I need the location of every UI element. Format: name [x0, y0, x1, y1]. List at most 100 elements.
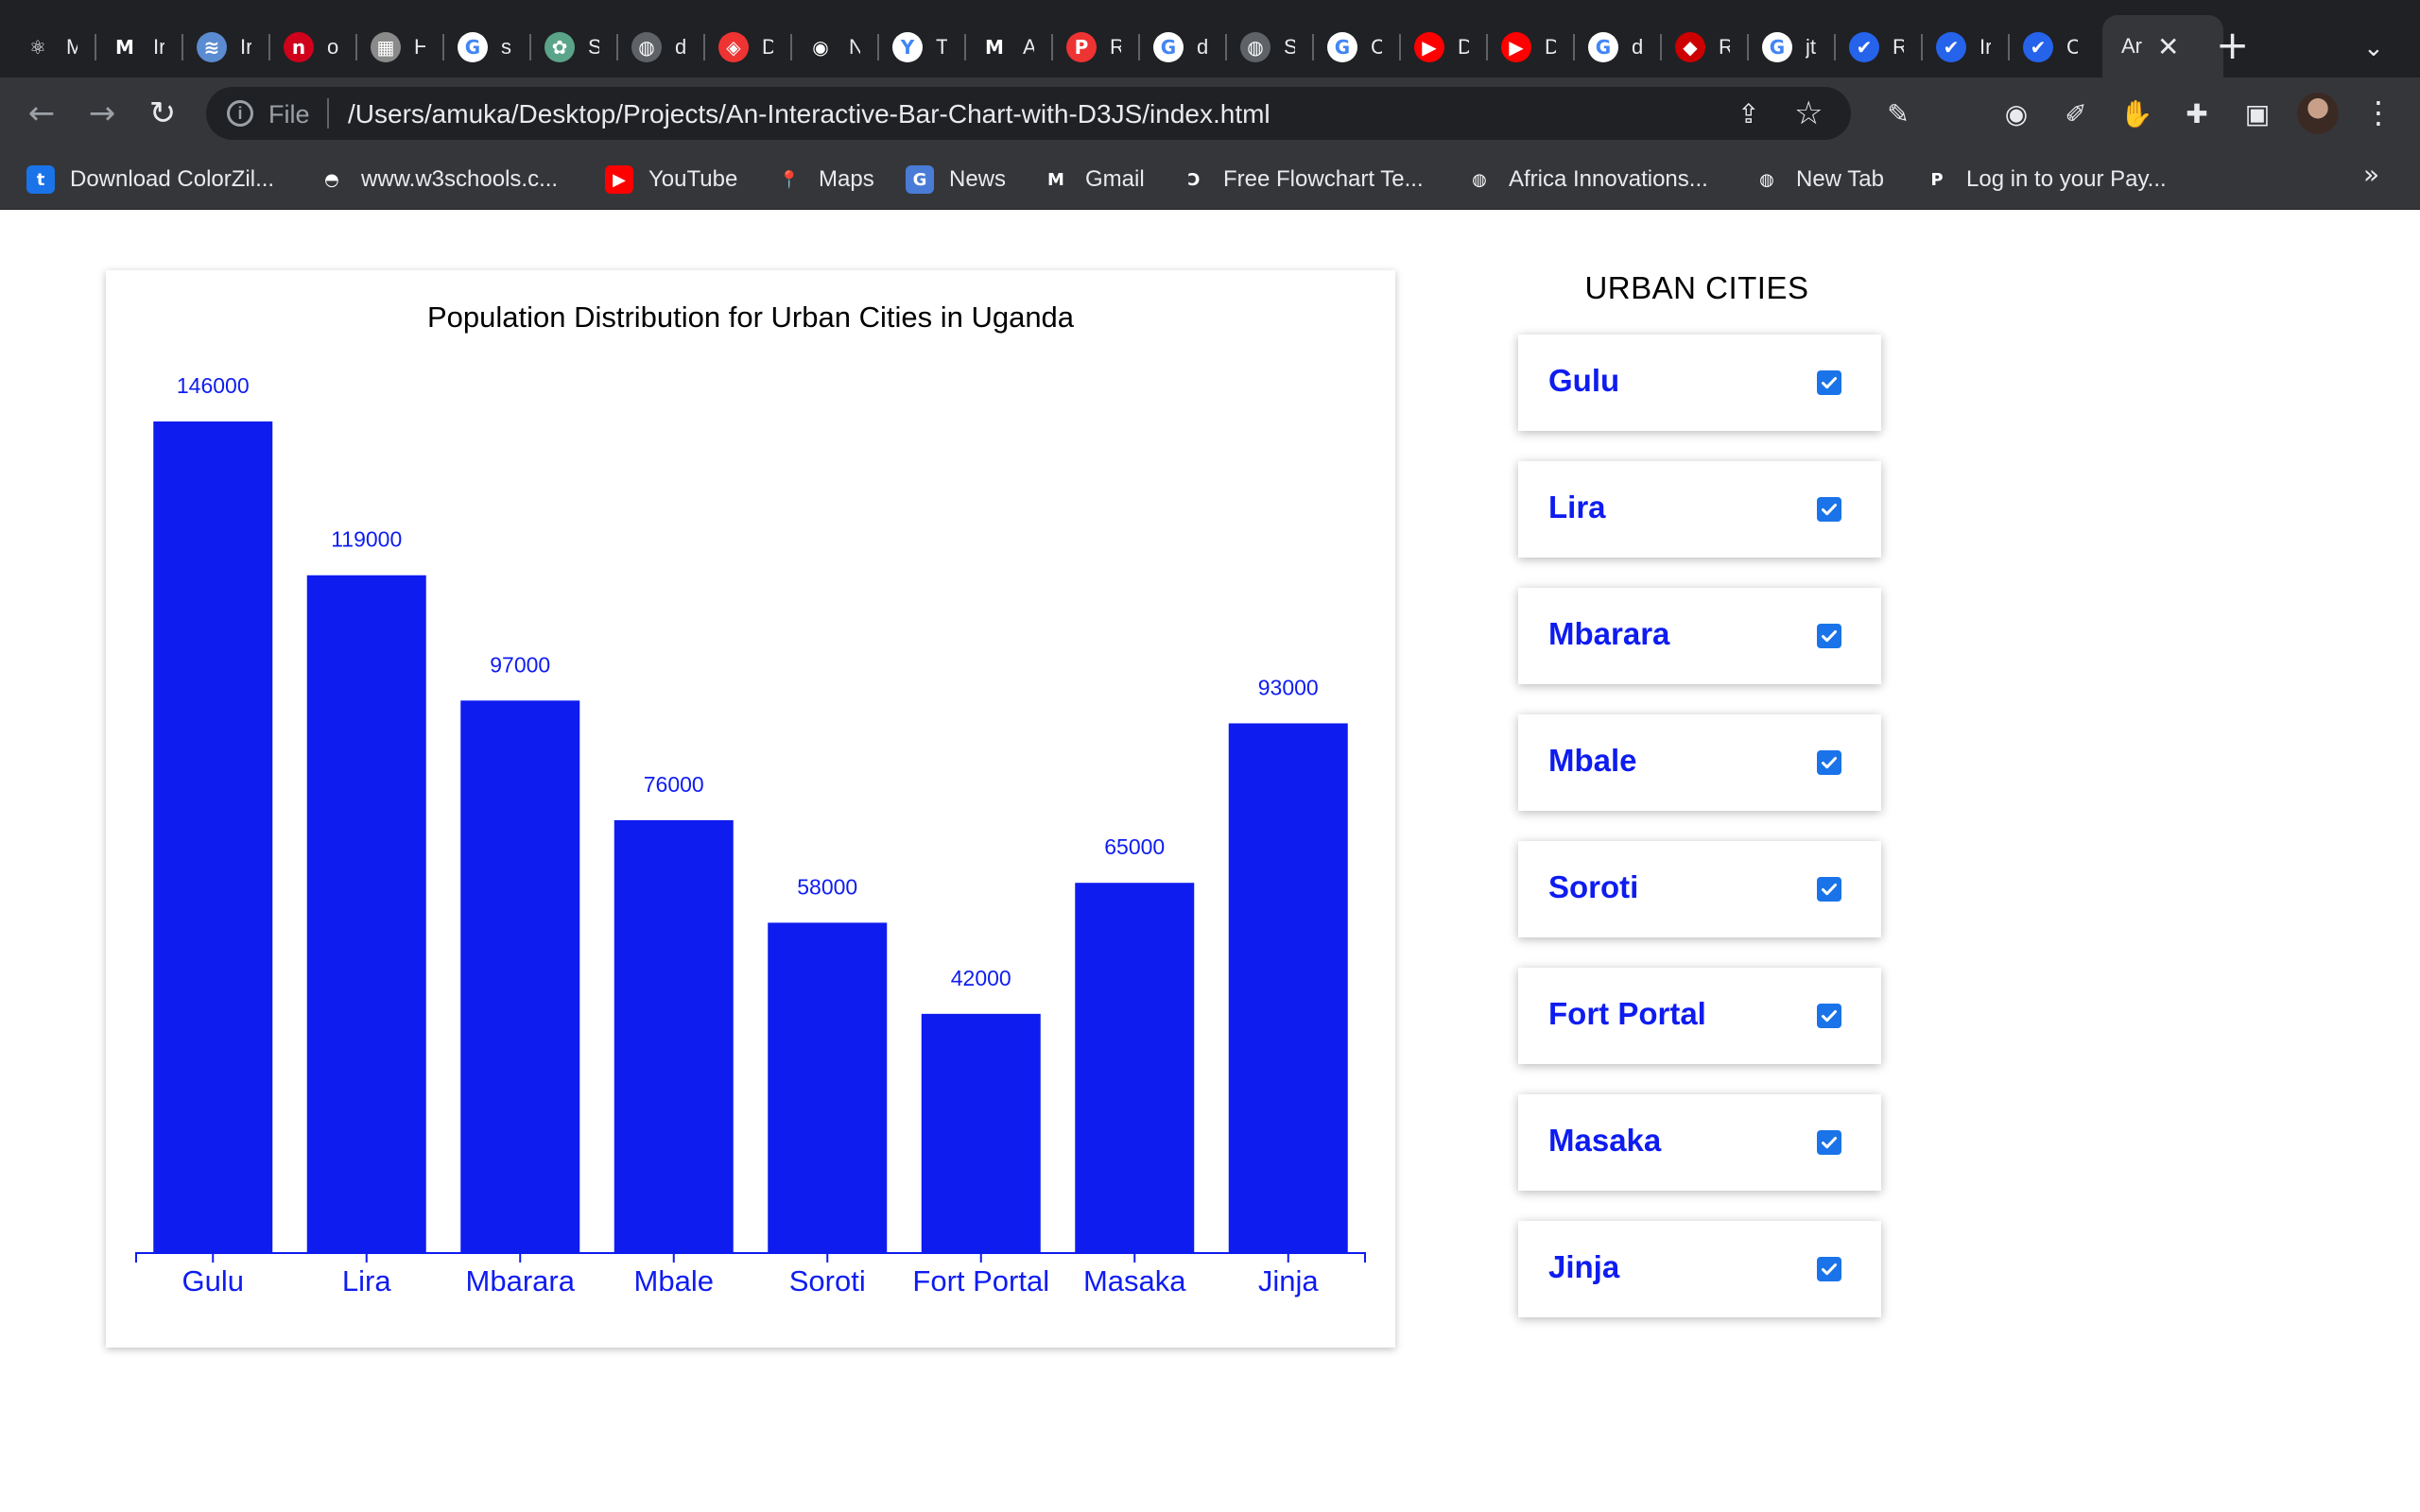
city-checkbox[interactable] [1817, 1004, 1841, 1028]
browser-tab[interactable]: M Ir [95, 26, 182, 68]
browser-tab[interactable]: ▶ D [1486, 26, 1573, 68]
city-filter-card[interactable]: Mbarara [1518, 588, 1881, 684]
edit-extension-icon[interactable]: ✐ [2065, 97, 2087, 129]
share-icon[interactable]: ⇪ [1737, 98, 1760, 129]
city-checkbox[interactable] [1817, 877, 1841, 902]
bookmark-star-icon[interactable]: ☆ [1794, 94, 1824, 132]
bookmark-item[interactable]: Ↄ Free Flowchart Te... [1180, 163, 1424, 197]
tab-title: jt [1806, 35, 1816, 59]
city-filter-card[interactable]: Jinja [1518, 1221, 1881, 1317]
mouse-extension-icon[interactable]: ◉ [2004, 97, 2029, 129]
bookmark-item[interactable]: ◓ www.w3schools.c... [318, 163, 558, 197]
bookmark-item[interactable]: ◍ Africa Innovations... [1465, 163, 1708, 197]
bookmark-item[interactable]: G News [906, 163, 1006, 197]
tab-title: Ar [2121, 34, 2142, 58]
tab-separator [1399, 34, 1401, 60]
new-tab-plus-icon[interactable]: + [2216, 22, 2250, 68]
tab-title: H [414, 35, 425, 59]
bar-gulu[interactable] [153, 421, 273, 1253]
x-axis-line [135, 1252, 1366, 1263]
globe-icon: ◍ [1465, 165, 1494, 194]
browser-tab[interactable]: ◆ R [1660, 26, 1747, 68]
bar-lira[interactable] [306, 575, 426, 1253]
side-panel-icon[interactable]: ▣ [2244, 97, 2271, 129]
city-checkbox[interactable] [1817, 1130, 1841, 1155]
back-arrow-icon[interactable]: ← [27, 94, 56, 132]
checkmark-icon [1822, 757, 1837, 769]
browser-tab[interactable]: ✔ R [1834, 26, 1921, 68]
bookmark-item[interactable]: t Download ColorZil... [26, 163, 274, 197]
bar-masaka[interactable] [1075, 883, 1195, 1253]
bar-mbale[interactable] [614, 819, 734, 1253]
city-checkbox[interactable] [1817, 750, 1841, 775]
city-filter-card[interactable]: Soroti [1518, 841, 1881, 937]
youtube-icon: ▶ [605, 165, 633, 194]
browser-tab[interactable]: ≋ Ir [182, 26, 268, 68]
bookmark-item[interactable]: M Gmail [1042, 163, 1145, 197]
tab-search-chevron-icon[interactable]: ⌄ [2363, 34, 2384, 62]
city-checkbox[interactable] [1817, 1257, 1841, 1281]
browser-tab[interactable]: ✿ S [529, 26, 616, 68]
reload-icon[interactable]: ↻ [148, 94, 177, 132]
site-info-icon[interactable]: i [227, 100, 253, 127]
city-filter-card[interactable]: Mbale [1518, 714, 1881, 811]
city-checkbox[interactable] [1817, 370, 1841, 395]
news-icon: G [906, 165, 934, 194]
browser-tab[interactable]: ⚛ M [8, 26, 95, 68]
browser-tab[interactable]: ✔ C [2008, 26, 2095, 68]
browser-tab-active[interactable]: Ar ✕ [2102, 15, 2223, 77]
city-checkbox[interactable] [1817, 497, 1841, 522]
bar-jinja[interactable] [1228, 723, 1348, 1253]
city-checkbox[interactable] [1817, 624, 1841, 648]
chart-card: Population Distribution for Urban Cities… [106, 270, 1395, 1348]
browser-tab[interactable]: ◈ D [703, 26, 790, 68]
google-icon: G [1762, 32, 1792, 62]
profile-avatar[interactable] [2297, 93, 2339, 134]
city-name-label: Gulu [1548, 363, 1620, 398]
browser-tab[interactable]: ◍ d [616, 26, 703, 68]
tab-separator [268, 34, 270, 60]
bar-soroti[interactable] [768, 922, 888, 1253]
bookmark-item[interactable]: ▶ YouTube [605, 163, 737, 197]
city-filter-card[interactable]: Gulu [1518, 335, 1881, 431]
browser-menu-icon[interactable]: ⋮ [2363, 94, 2394, 130]
tab-separator [1747, 34, 1749, 60]
hand-extension-icon[interactable]: ✋ [2119, 97, 2153, 129]
city-filter-card[interactable]: Masaka [1518, 1094, 1881, 1191]
close-tab-icon[interactable]: ✕ [2157, 30, 2180, 62]
browser-tab[interactable]: ◉ N [790, 26, 877, 68]
bar-fort-portal[interactable] [921, 1013, 1041, 1253]
address-url[interactable]: /Users/amuka/Desktop/Projects/An-Interac… [348, 99, 1270, 129]
browser-tab[interactable]: ▦ H [355, 26, 442, 68]
browser-tab[interactable]: ◍ S [1225, 26, 1312, 68]
bar-mbarara[interactable] [460, 700, 580, 1253]
city-filter-card[interactable]: Lira [1518, 461, 1881, 558]
tab-separator [529, 34, 531, 60]
bookmark-item[interactable]: P Log in to your Pay... [1923, 163, 2167, 197]
bookmark-item[interactable]: 📍 Maps [775, 163, 874, 197]
tab-title: D [762, 35, 773, 59]
bookmarks-overflow-icon[interactable]: » [2363, 159, 2380, 190]
bookmark-label: Log in to your Pay... [1966, 166, 2167, 192]
tab-separator [703, 34, 705, 60]
x-axis-tick-label: Mbale [634, 1264, 714, 1297]
bookmark-item[interactable]: ◍ New Tab [1753, 163, 1884, 197]
chatgpt-icon: ✿ [544, 32, 575, 62]
forward-arrow-icon[interactable]: → [88, 94, 116, 132]
browser-tab[interactable]: ✔ Ir [1921, 26, 2008, 68]
address-bar[interactable]: i File /Users/amuka/Desktop/Projects/An-… [206, 87, 1851, 140]
globe-icon: ◍ [1240, 32, 1270, 62]
pen-extension-icon[interactable]: ✎ [1887, 97, 1910, 129]
browser-tab[interactable]: ▶ D [1399, 26, 1486, 68]
city-filter-card[interactable]: Fort Portal [1518, 968, 1881, 1064]
puzzle-extensions-icon[interactable]: ✚ [2186, 97, 2208, 129]
